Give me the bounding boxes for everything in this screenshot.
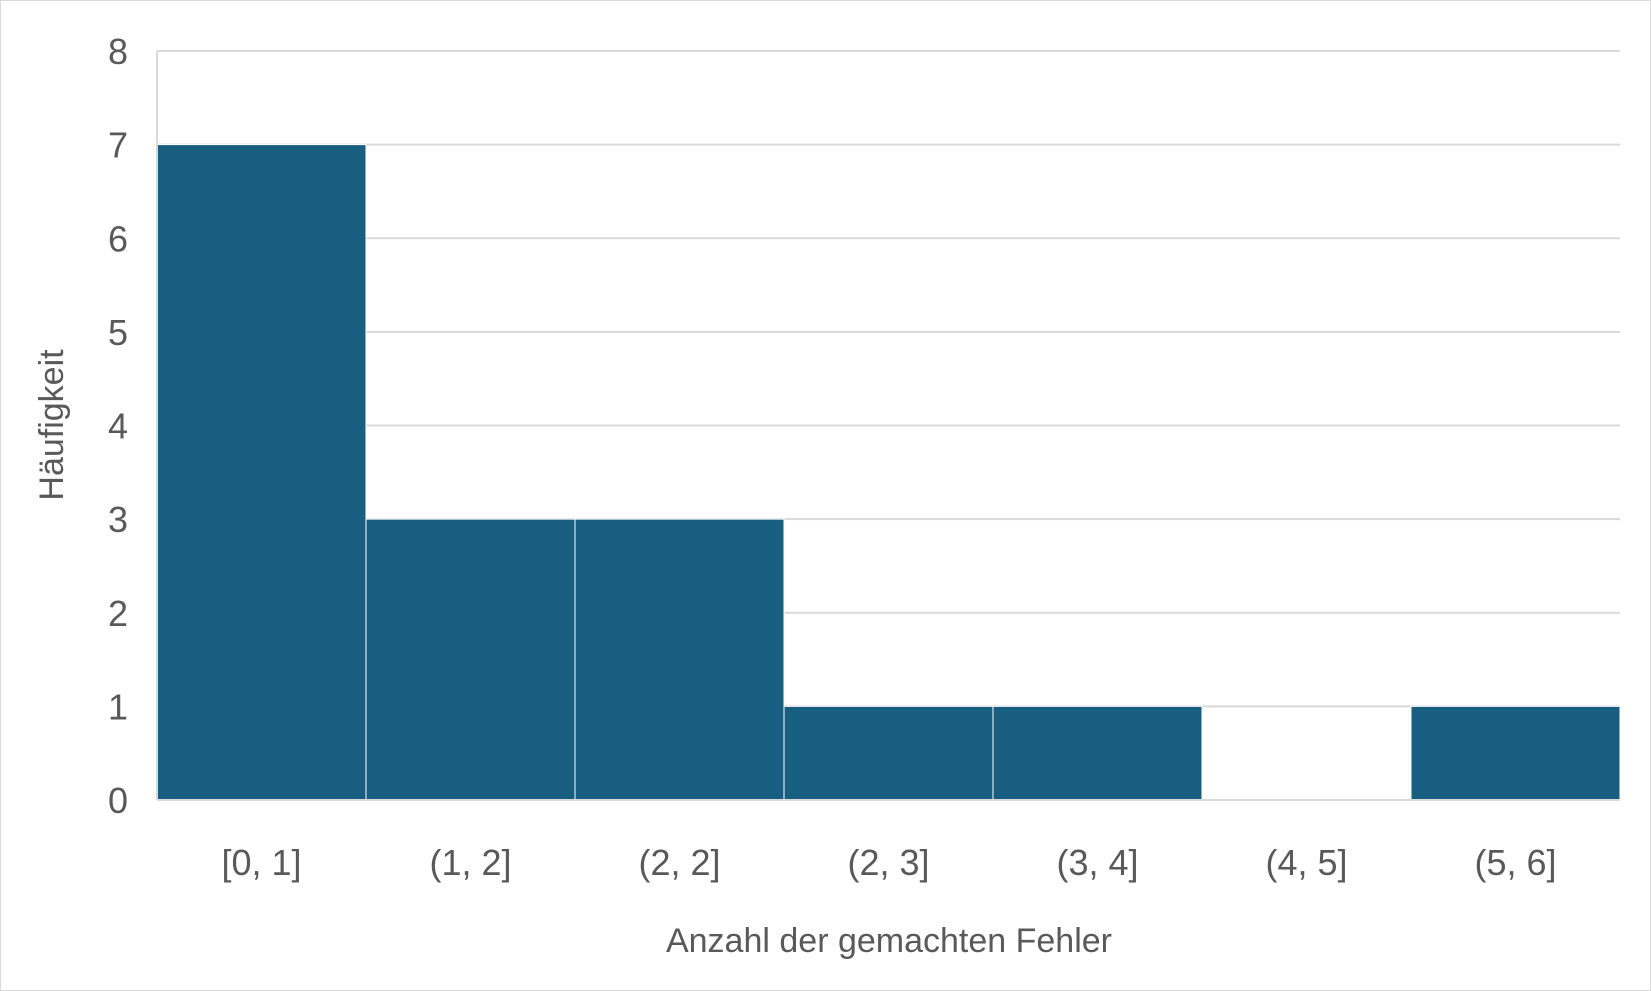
bars-layer	[156, 144, 1621, 801]
y-tick-label-6: 6	[108, 218, 128, 259]
y-tick-label-8: 8	[108, 31, 128, 72]
axis-layer	[156, 51, 1620, 801]
x-tick-label-0: [0, 1]	[221, 842, 301, 883]
y-axis-title: Häufigkeit	[33, 349, 71, 501]
y-tick-label-1: 1	[108, 686, 128, 727]
y-tick-label-3: 3	[108, 499, 128, 540]
y-tick-label-0: 0	[108, 780, 128, 821]
bar-1	[365, 518, 576, 801]
x-tick-label-3: (2, 3]	[847, 842, 929, 883]
x-tick-label-5: (4, 5]	[1265, 842, 1347, 883]
y-tick-label-7: 7	[108, 125, 128, 166]
bar-6	[1410, 705, 1621, 801]
x-axis-title: Anzahl der gemachten Fehler	[666, 922, 1112, 960]
bar-2	[574, 518, 785, 801]
x-tick-label-6: (5, 6]	[1474, 842, 1556, 883]
x-tick-label-4: (3, 4]	[1056, 842, 1138, 883]
bar-0	[156, 144, 367, 801]
x-tick-label-1: (1, 2]	[429, 842, 511, 883]
x-tick-label-2: (2, 2]	[638, 842, 720, 883]
bar-4	[992, 705, 1203, 801]
bar-3	[783, 705, 994, 801]
y-tick-label-5: 5	[108, 312, 128, 353]
y-tick-label-2: 2	[108, 593, 128, 634]
labels-layer: 0 1 2 3 4 5 6 7 8 [0, 1] (1, 2] (2, 2] (2, 3] (3, 4] (…	[108, 31, 1557, 883]
y-tick-label-4: 4	[108, 406, 128, 447]
